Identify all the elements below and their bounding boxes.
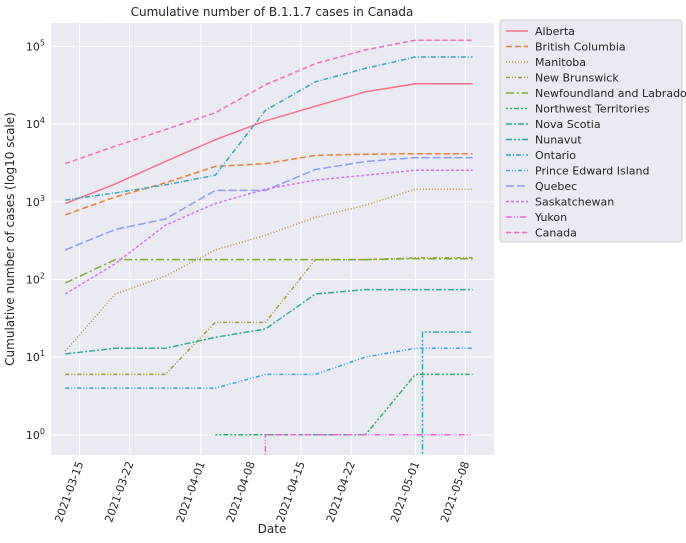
series-lines — [64, 39, 473, 455]
x-tick-label: 2021-04-01 — [174, 460, 208, 525]
series-line-quebec — [65, 156, 473, 251]
series-line-yukon — [264, 434, 473, 455]
legend-label-quebec: Quebec — [535, 180, 577, 193]
x-tick-label: 2021-03-15 — [52, 460, 86, 525]
chart-title: Cumulative number of B.1.1.7 cases in Ca… — [131, 5, 414, 19]
legend-label-yukon: Yukon — [534, 211, 567, 224]
y-tick-label: 104 — [26, 116, 45, 131]
series-line-saskatchewan — [64, 169, 473, 295]
series-line-prince-edward-island — [65, 347, 473, 389]
legend-label-saskatchewan: Saskatchewan — [535, 196, 614, 209]
plot-area — [51, 23, 494, 455]
legend-label-nova-scotia: Nova Scotia — [535, 118, 601, 131]
legend-label-alberta: Alberta — [535, 25, 575, 38]
series-line-nunavut — [421, 331, 473, 455]
legend-label-nunavut: Nunavut — [535, 134, 582, 147]
y-tick-label: 102 — [26, 271, 45, 286]
x-axis-ticks: 2021-03-15 2021-03-22 2021-04-01 2021-04-08… — [52, 460, 472, 525]
legend-box — [499, 19, 683, 243]
x-tick-label: 2021-04-08 — [224, 460, 258, 525]
gridlines — [51, 23, 494, 455]
x-axis-title: Date — [258, 522, 287, 536]
y-tick-label: 105 — [26, 38, 45, 53]
series-line-british-columbia — [65, 152, 473, 216]
series-line-northwest-territories — [215, 373, 473, 436]
legend-label-canada: Canada — [535, 227, 577, 240]
x-tick-label: 2021-04-22 — [324, 460, 358, 525]
legend-label-british-columbia: British Columbia — [535, 41, 626, 54]
y-axis-ticks: 100 101 102 103 104 105 — [26, 38, 45, 441]
y-tick-label: 101 — [26, 349, 45, 364]
legend-label-ontario: Ontario — [535, 149, 576, 162]
legend-label-northwest-territories: Northwest Territories — [535, 103, 650, 116]
legend-label-newfoundland-and-labrador: Newfoundland and Labrador — [535, 87, 686, 100]
legend-label-prince-edward-island: Prince Edward Island — [535, 165, 650, 178]
y-axis-title: Cumulative number of cases (log10 scale) — [3, 112, 17, 366]
y-tick-label: 100 — [26, 427, 45, 442]
series-line-alberta — [65, 83, 473, 205]
series-line-canada — [65, 39, 473, 165]
x-tick-label: 2021-05-01 — [388, 460, 422, 525]
legend-label-manitoba: Manitoba — [535, 56, 586, 69]
series-line-ontario — [65, 56, 473, 201]
x-tick-label: 2021-03-22 — [102, 460, 136, 525]
y-tick-label: 103 — [26, 194, 45, 209]
x-tick-label: 2021-04-15 — [274, 460, 308, 525]
series-line-newfoundland-and-labrador — [64, 257, 473, 284]
legend: Alberta British Columbia Manitoba New Bruns… — [499, 19, 686, 243]
x-tick-label: 2021-05-08 — [438, 460, 472, 525]
series-line-manitoba — [64, 188, 473, 352]
legend-label-new-brunswick: New Brunswick — [535, 72, 619, 85]
